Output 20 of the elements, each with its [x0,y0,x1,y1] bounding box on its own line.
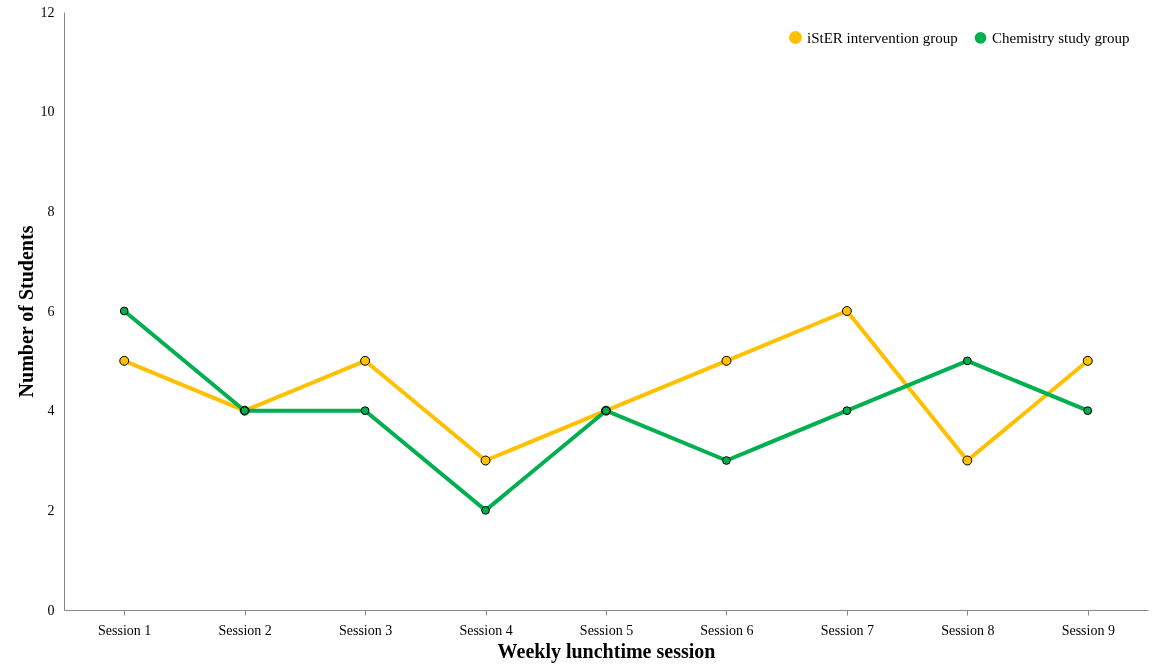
y-tick-label: 4 [47,403,55,419]
y-tick-label: 10 [40,104,55,120]
x-axis-title: Weekly lunchtime session [497,639,716,663]
y-tick-label: 2 [47,502,55,518]
x-tick-label: Session 8 [941,622,995,638]
x-tick-label: Session 6 [700,622,754,638]
y-tick-label: 12 [40,4,55,20]
y-axis-title: Number of Students [14,225,37,398]
y-tick-label: 0 [47,602,55,618]
x-tick-label: Session 1 [98,622,152,638]
legend-label: iStER intervention group [807,29,958,46]
x-tick-label: Session 7 [820,622,875,638]
x-tick-label: Session 9 [1061,622,1115,638]
x-tick-label: Session 3 [338,622,393,638]
y-tick-label: 6 [47,303,55,319]
y-tick-label: 8 [47,203,55,219]
x-tick-label: Session 4 [459,622,513,638]
legend-label: Chemistry study group [992,29,1130,46]
x-tick-label: Session 5 [579,622,634,638]
x-tick-label: Session 2 [218,622,272,638]
